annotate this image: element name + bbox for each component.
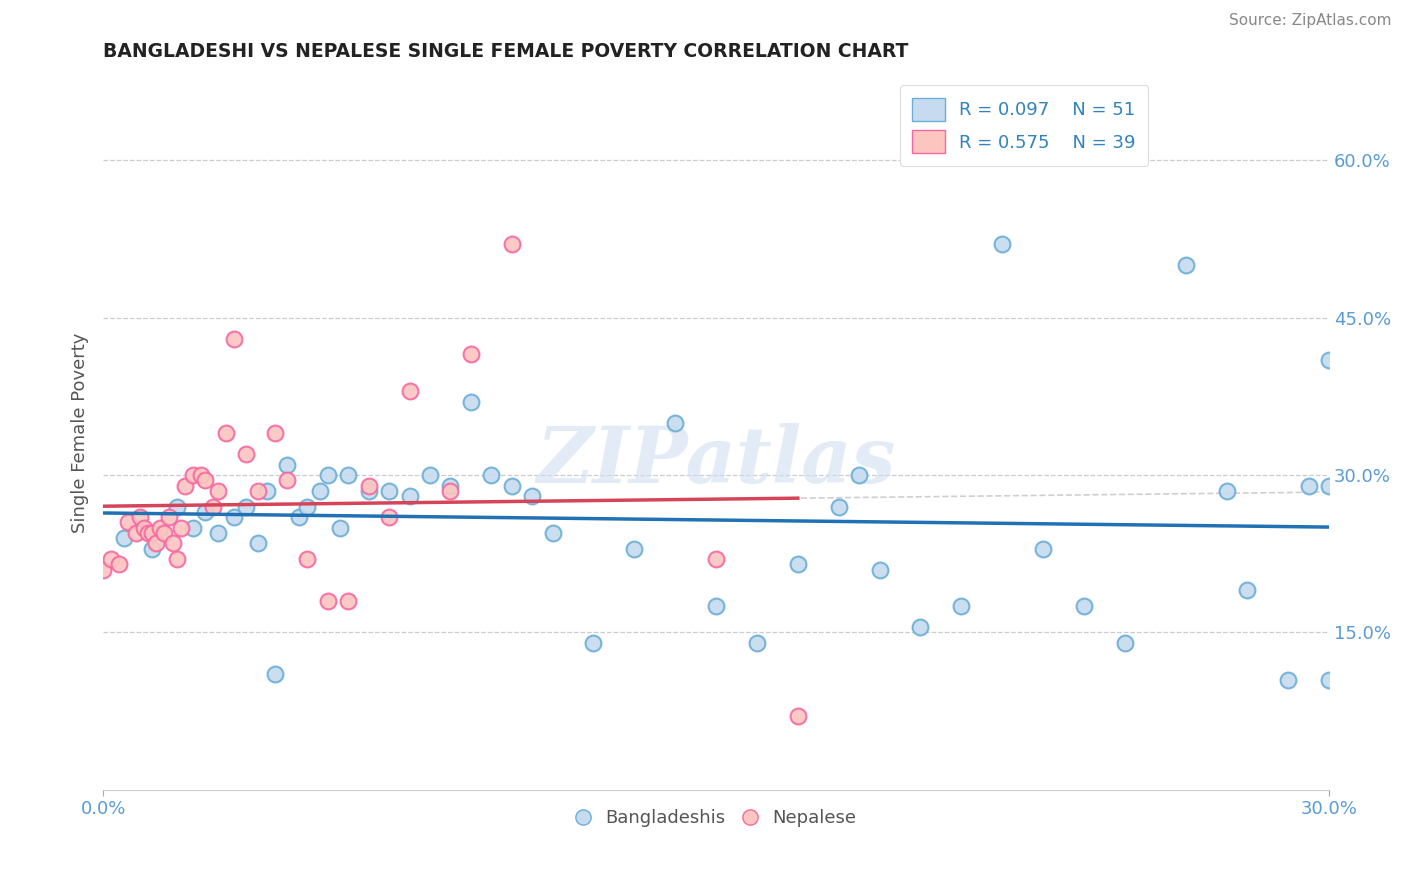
Point	[337, 594, 360, 608]
Point	[419, 468, 441, 483]
Point	[235, 500, 257, 514]
Point	[950, 599, 973, 614]
Point	[132, 520, 155, 534]
Point	[501, 478, 523, 492]
Point	[222, 332, 245, 346]
Point	[166, 552, 188, 566]
Point	[1298, 478, 1320, 492]
Point	[910, 620, 932, 634]
Point	[1236, 583, 1258, 598]
Point	[786, 709, 808, 723]
Point	[235, 447, 257, 461]
Point	[276, 473, 298, 487]
Point	[460, 347, 482, 361]
Point	[173, 478, 195, 492]
Point	[149, 520, 172, 534]
Point	[263, 667, 285, 681]
Point	[222, 510, 245, 524]
Point	[1114, 636, 1136, 650]
Point	[308, 483, 330, 498]
Point	[582, 636, 605, 650]
Point	[125, 525, 148, 540]
Point	[256, 483, 278, 498]
Point	[141, 541, 163, 556]
Point	[439, 483, 461, 498]
Point	[170, 520, 193, 534]
Point	[1216, 483, 1239, 498]
Point	[1032, 541, 1054, 556]
Point	[623, 541, 645, 556]
Point	[1317, 478, 1340, 492]
Point	[181, 520, 204, 534]
Point	[378, 510, 401, 524]
Point	[745, 636, 768, 650]
Point	[704, 599, 727, 614]
Point	[207, 525, 229, 540]
Point	[1277, 673, 1299, 687]
Point	[704, 552, 727, 566]
Point	[129, 510, 152, 524]
Point	[991, 237, 1014, 252]
Point	[1317, 673, 1340, 687]
Point	[378, 483, 401, 498]
Point	[337, 468, 360, 483]
Point	[112, 531, 135, 545]
Point	[522, 489, 544, 503]
Point	[181, 468, 204, 483]
Point	[869, 562, 891, 576]
Point	[145, 536, 167, 550]
Legend: Bangladeshis, Nepalese: Bangladeshis, Nepalese	[569, 802, 863, 834]
Point	[194, 473, 217, 487]
Point	[848, 468, 870, 483]
Point	[398, 489, 420, 503]
Point	[91, 562, 114, 576]
Point	[541, 525, 564, 540]
Point	[136, 525, 159, 540]
Point	[263, 425, 285, 440]
Point	[316, 594, 339, 608]
Point	[664, 416, 686, 430]
Point	[1073, 599, 1095, 614]
Point	[194, 505, 217, 519]
Point	[460, 394, 482, 409]
Point	[207, 483, 229, 498]
Point	[202, 500, 225, 514]
Point	[479, 468, 502, 483]
Point	[288, 510, 311, 524]
Text: Source: ZipAtlas.com: Source: ZipAtlas.com	[1229, 13, 1392, 29]
Text: ZIPatlas: ZIPatlas	[536, 424, 896, 500]
Point	[1317, 352, 1340, 367]
Point	[141, 525, 163, 540]
Y-axis label: Single Female Poverty: Single Female Poverty	[72, 333, 89, 533]
Point	[357, 478, 380, 492]
Point	[117, 516, 139, 530]
Point	[166, 500, 188, 514]
Point	[316, 468, 339, 483]
Point	[215, 425, 238, 440]
Point	[297, 500, 319, 514]
Point	[100, 552, 122, 566]
Point	[108, 558, 131, 572]
Point	[297, 552, 319, 566]
Point	[247, 536, 270, 550]
Point	[786, 558, 808, 572]
Point	[827, 500, 849, 514]
Point	[276, 458, 298, 472]
Point	[190, 468, 212, 483]
Point	[162, 536, 184, 550]
Point	[1175, 258, 1198, 272]
Point	[247, 483, 270, 498]
Point	[153, 525, 176, 540]
Text: BANGLADESHI VS NEPALESE SINGLE FEMALE POVERTY CORRELATION CHART: BANGLADESHI VS NEPALESE SINGLE FEMALE PO…	[103, 42, 908, 61]
Point	[398, 384, 420, 398]
Point	[501, 237, 523, 252]
Point	[157, 510, 180, 524]
Point	[357, 483, 380, 498]
Point	[439, 478, 461, 492]
Point	[329, 520, 352, 534]
